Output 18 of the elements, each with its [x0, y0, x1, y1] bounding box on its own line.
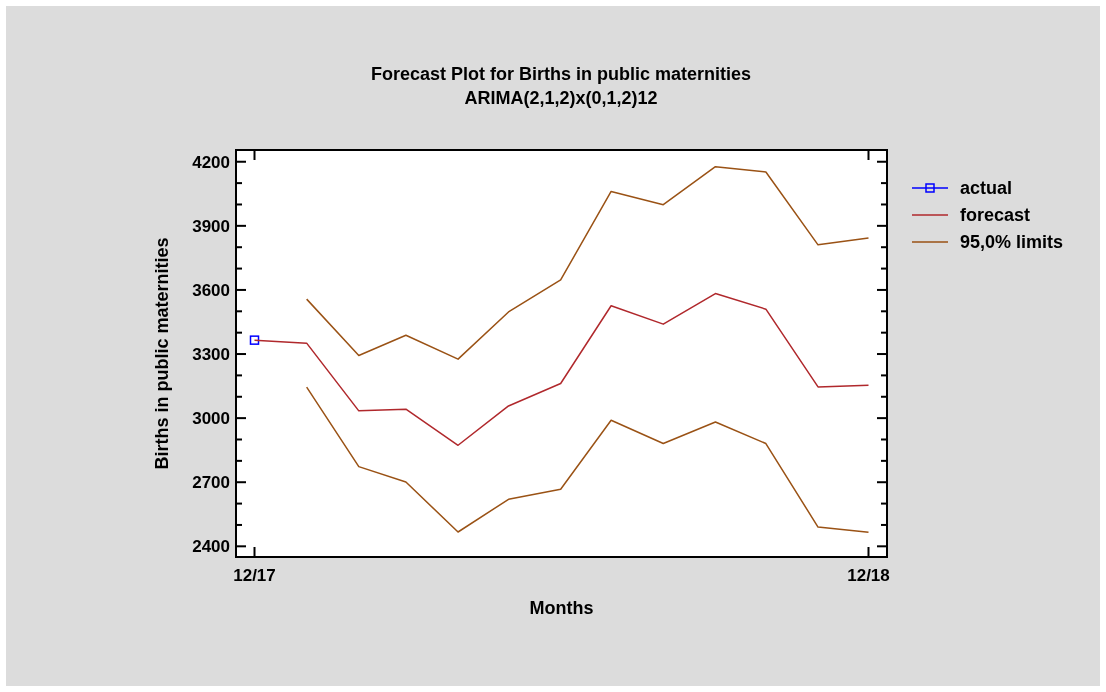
y-tick-label: 4200 — [192, 152, 230, 172]
y-tick-label: 3300 — [192, 344, 230, 364]
legend-label: forecast — [960, 205, 1031, 226]
x-tick-label: 12/17 — [233, 566, 276, 585]
legend-label: 95,0% limits — [960, 232, 1064, 253]
y-tick-label: 3000 — [192, 409, 230, 429]
y-tick-label: 2700 — [192, 473, 230, 493]
legend-label: actual — [960, 178, 1013, 199]
line-series — [305, 386, 870, 533]
x-tick-label: 12/18 — [847, 566, 890, 585]
x-axis-title: Months — [529, 598, 594, 618]
chart-subtitle: ARIMA(2,1,2)x(0,1,2)12 — [464, 88, 658, 108]
y-tick-label: 3600 — [192, 280, 230, 300]
y-tick-label: 2400 — [192, 537, 230, 557]
y-tick-label: 3900 — [192, 216, 230, 236]
y-axis-title: Births in public maternities — [152, 237, 172, 470]
line-series — [305, 165, 870, 360]
chart-title: Forecast Plot for Births in public maternities — [370, 64, 752, 84]
